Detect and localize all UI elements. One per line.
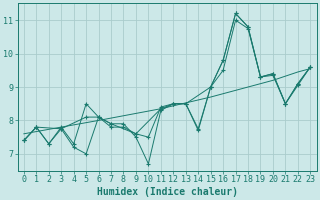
X-axis label: Humidex (Indice chaleur): Humidex (Indice chaleur) [97,186,237,197]
